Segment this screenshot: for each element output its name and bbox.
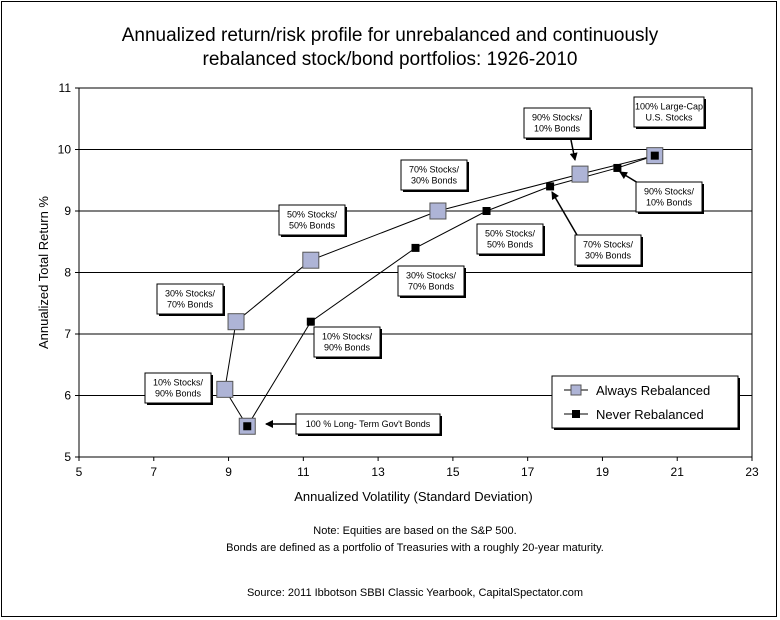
chart-title-line-1: Annualized return/risk profile for unreb…: [121, 25, 659, 46]
never-rebalanced-point: [482, 207, 491, 215]
annotation-label: 10% Stocks/: [322, 332, 373, 342]
never-rebalanced-point: [306, 317, 315, 326]
x-tick-label: 15: [446, 465, 460, 479]
legend-marker: [570, 384, 582, 396]
annotation-label: 10% Stocks/: [153, 378, 204, 388]
annotation-label: 70% Bonds: [167, 300, 214, 310]
legend-label: Always Rebalanced: [596, 383, 710, 398]
annotation-label: 10% Bonds: [534, 124, 581, 134]
annotation-label: 90% Bonds: [155, 389, 202, 399]
never-rebalanced-point: [243, 422, 252, 431]
annotation-label: 90% Stocks/: [532, 113, 583, 123]
x-axis-title: Annualized Volatility (Standard Deviatio…: [294, 489, 532, 504]
annotation-label: 90% Stocks/: [644, 187, 695, 197]
annotation-label: 50% Bonds: [289, 221, 336, 231]
annotation-label: 30% Stocks/: [406, 271, 457, 281]
chart-title-line-2: rebalanced stock/bond portfolios: 1926-2…: [202, 49, 578, 70]
annotation-label: 50% Stocks/: [485, 229, 536, 239]
annotation-label: 50% Stocks/: [287, 210, 338, 220]
annotation-label: 50% Bonds: [487, 240, 534, 250]
annotation-label: 70% Bonds: [408, 282, 455, 292]
x-tick-label: 21: [671, 465, 685, 479]
annotation-label: 100% Large-Cap: [635, 102, 703, 112]
legend-marker: [572, 410, 580, 418]
annotation-label: 70% Stocks/: [409, 165, 460, 175]
y-tick-label: 11: [59, 81, 72, 95]
annotation-label: 70% Stocks/: [583, 240, 634, 250]
x-tick-label: 13: [371, 465, 385, 479]
y-tick-label: 8: [64, 266, 71, 280]
annotation-label: 90% Bonds: [324, 343, 371, 353]
always-rebalanced-point: [227, 313, 245, 331]
annotation-label: 30% Stocks/: [165, 289, 216, 299]
chart-source: Source: 2011 Ibbotson SBBI Classic Yearb…: [246, 587, 584, 599]
annotation-box: [476, 223, 544, 255]
annotation-label: U.S. Stocks: [645, 113, 693, 123]
annotation-box: [635, 181, 703, 213]
always-rebalanced-point: [429, 202, 447, 220]
annotation-box: [295, 413, 441, 435]
annotation-arrow: [569, 139, 578, 161]
y-tick-label: 7: [64, 327, 71, 341]
annotation-arrow: [619, 171, 639, 184]
annotation-box: [397, 265, 465, 297]
chart-note-line-1: Note: Equities are based on the S&P 500.: [313, 525, 517, 537]
annotation-label: 30% Bonds: [411, 176, 458, 186]
y-tick-label: 6: [64, 389, 71, 403]
x-tick-label: 9: [225, 465, 232, 479]
annotation-arrow: [551, 191, 578, 236]
annotation-box: [278, 204, 346, 236]
legend-box: [551, 375, 739, 429]
annotation-label: 30% Bonds: [585, 251, 632, 261]
never-rebalanced-point: [650, 151, 659, 160]
never-rebalanced-point: [411, 243, 420, 252]
x-tick-label: 17: [521, 465, 535, 479]
annotation-box: [313, 326, 381, 358]
always-rebalanced-point: [571, 165, 589, 183]
x-tick-label: 11: [297, 465, 310, 479]
always-rebalanced-point: [216, 380, 234, 398]
x-tick-label: 7: [150, 465, 157, 479]
annotation-box: [400, 159, 468, 191]
y-tick-label: 5: [64, 450, 71, 464]
y-axis-title: Annualized Total Return %: [36, 196, 51, 349]
y-tick-label: 10: [58, 143, 72, 157]
annotation-box: [156, 283, 224, 315]
never-rebalanced-point: [546, 182, 555, 191]
never-rebalanced-point: [613, 163, 622, 172]
legend-label: Never Rebalanced: [596, 407, 704, 422]
chart-note-line-2: Bonds are defined as a portfolio of Trea…: [226, 542, 604, 554]
annotation-label: 10% Bonds: [646, 198, 693, 208]
annotation-box: [574, 234, 642, 266]
y-tick-label: 9: [64, 204, 71, 218]
always-rebalanced-point: [302, 251, 320, 269]
annotation-label: 100 % Long- Term Gov't Bonds: [306, 419, 431, 429]
x-tick-label: 5: [76, 465, 83, 479]
annotation-box: [633, 96, 705, 128]
x-tick-label: 23: [745, 465, 759, 479]
annotation-box: [144, 372, 212, 404]
x-tick-label: 19: [596, 465, 610, 479]
annotation-box: [523, 107, 591, 139]
